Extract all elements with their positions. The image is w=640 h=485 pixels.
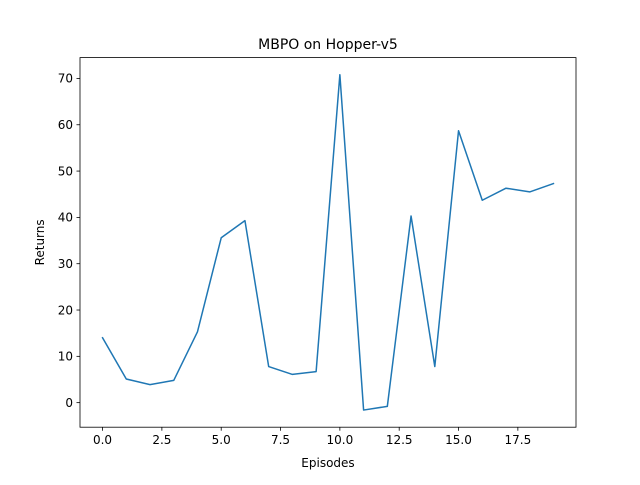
- x-tick-label: 5.0: [212, 433, 231, 447]
- x-tick-label: 15.0: [445, 433, 472, 447]
- y-tick-label: 60: [58, 118, 73, 132]
- y-tick-label: 70: [58, 72, 73, 86]
- y-tick-label: 40: [58, 211, 73, 225]
- x-axis-label: Episodes: [301, 456, 354, 470]
- x-tick-label: 12.5: [386, 433, 413, 447]
- x-tick-label: 0.0: [93, 433, 112, 447]
- y-tick-label: 30: [58, 257, 73, 271]
- y-tick-label: 10: [58, 350, 73, 364]
- y-tick-label: 50: [58, 164, 73, 178]
- y-axis-label: Returns: [33, 219, 47, 265]
- y-tick-label: 20: [58, 303, 73, 317]
- chart-title: MBPO on Hopper-v5: [258, 37, 398, 53]
- x-tick-label: 2.5: [152, 433, 171, 447]
- y-tick-label: 0: [65, 396, 73, 410]
- x-tick-label: 7.5: [271, 433, 290, 447]
- x-tick-label: 17.5: [504, 433, 531, 447]
- x-tick-label: 10.0: [327, 433, 354, 447]
